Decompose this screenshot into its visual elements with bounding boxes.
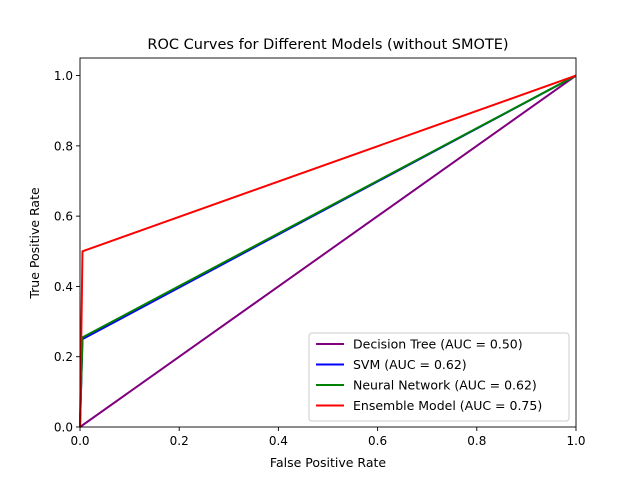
y-tick-label: 0.0 <box>54 421 73 435</box>
chart-title: ROC Curves for Different Models (without… <box>147 37 508 53</box>
legend: Decision Tree (AUC = 0.50) SVM (AUC = 0.6… <box>308 332 570 422</box>
x-tick-label: 0.2 <box>170 434 189 448</box>
y-axis-ticks: 0.0 0.2 0.4 0.6 0.8 1.0 <box>54 69 80 435</box>
x-tick-label: 0.6 <box>368 434 387 448</box>
x-tick-label: 0.8 <box>467 434 486 448</box>
plot-area <box>79 57 577 428</box>
y-axis-label: True Positive Rate <box>27 187 42 300</box>
series-line-0 <box>79 74 577 428</box>
legend-label: Neural Network (AUC = 0.62) <box>353 378 537 393</box>
y-tick-label: 1.0 <box>54 69 73 83</box>
axes-frame <box>79 57 577 428</box>
x-tick-label: 1.0 <box>566 434 585 448</box>
x-tick-label: 0.4 <box>269 434 288 448</box>
y-tick-label: 0.2 <box>54 350 73 364</box>
x-tick-label: 0.0 <box>70 434 89 448</box>
y-tick-label: 0.6 <box>54 210 73 224</box>
legend-label: Ensemble Model (AUC = 0.75) <box>353 398 542 413</box>
legend-label: Decision Tree (AUC = 0.50) <box>353 337 523 352</box>
y-tick-label: 0.8 <box>54 139 73 153</box>
legend-box <box>308 332 570 422</box>
y-tick-label: 0.4 <box>54 280 73 294</box>
x-axis-ticks: 0.0 0.2 0.4 0.6 0.8 1.0 <box>70 427 586 448</box>
legend-label: SVM (AUC = 0.62) <box>353 357 467 372</box>
x-axis-label: False Positive Rate <box>270 455 386 470</box>
series-line-3 <box>79 74 577 428</box>
